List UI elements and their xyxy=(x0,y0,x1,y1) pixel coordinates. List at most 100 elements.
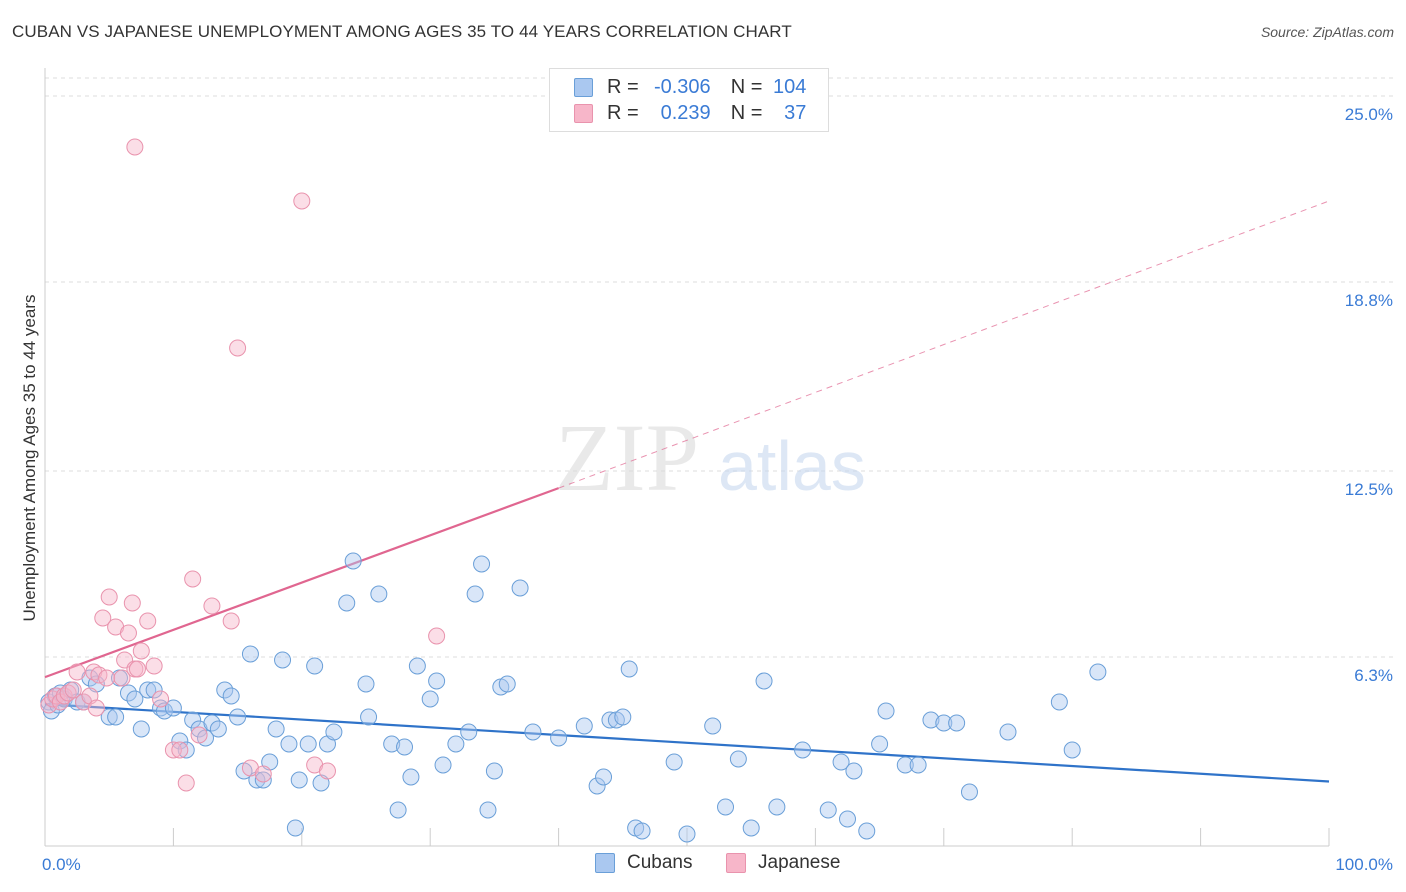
trendlines xyxy=(44,200,1330,783)
chart-title: CUBAN VS JAPANESE UNEMPLOYMENT AMONG AGE… xyxy=(12,22,792,41)
cubans-point xyxy=(498,675,516,693)
japanese-point xyxy=(64,681,82,699)
cubans-point xyxy=(704,717,722,735)
axes xyxy=(44,68,1330,847)
watermark: ZIP atlas xyxy=(555,404,866,511)
cubans-point xyxy=(948,714,966,732)
japanese-legend-swatch xyxy=(726,853,746,873)
cubans-point xyxy=(126,690,144,708)
cubans-points xyxy=(40,552,1107,843)
japanese-point xyxy=(203,597,221,615)
y-tick-label: 18.8% xyxy=(1345,291,1393,310)
cubans-point xyxy=(274,651,292,669)
x-tick-label-end: 100.0% xyxy=(1335,855,1393,874)
cubans-point xyxy=(588,777,606,795)
japanese-point xyxy=(184,570,202,588)
cubans-point xyxy=(306,657,324,675)
cubans-point xyxy=(299,735,317,753)
japanese-point xyxy=(145,657,163,675)
legend-n-label: N = xyxy=(730,75,763,98)
y-axis-label: Unemployment Among Ages 35 to 44 years xyxy=(20,294,39,622)
cubans-point xyxy=(595,768,613,786)
japanese-point xyxy=(119,624,137,642)
japanese-point xyxy=(229,339,247,357)
tick-labels: 6.3% 12.5% 18.8% 25.0% 0.0% 100.0% xyxy=(42,105,1393,874)
cubans-point xyxy=(229,708,247,726)
japanese-point xyxy=(171,741,189,759)
cubans-point xyxy=(290,771,308,789)
cubans-point xyxy=(858,822,876,840)
japanese-point xyxy=(59,684,77,702)
source-credit: Source: ZipAtlas.com xyxy=(1260,24,1394,40)
japanese-point xyxy=(94,609,112,627)
cubans-point xyxy=(877,702,895,720)
y-tick-label: 12.5% xyxy=(1345,480,1393,499)
cubans-point xyxy=(839,810,856,828)
grid-lines xyxy=(45,77,1395,658)
cubans-point xyxy=(614,708,632,726)
japanese-legend-label: Japanese xyxy=(758,852,841,873)
bottom-legend-japanese: Japanese xyxy=(726,852,840,874)
cubans-point xyxy=(896,756,914,774)
japanese-point xyxy=(254,765,272,783)
cubans-point xyxy=(845,762,863,780)
cubans-trendline xyxy=(44,703,1330,783)
cubans-point xyxy=(460,723,478,741)
cubans-point xyxy=(184,711,202,729)
bottom-legend-cubans: Cubans xyxy=(595,852,693,874)
cubans-point xyxy=(203,714,221,732)
cubans-point xyxy=(742,819,760,837)
japanese-points xyxy=(40,138,446,792)
japanese-point xyxy=(177,774,195,792)
cubans-point xyxy=(935,714,953,732)
japanese-point xyxy=(152,690,170,708)
cubans-point xyxy=(768,798,786,816)
japanese-point xyxy=(100,588,118,606)
cubans-point xyxy=(396,738,414,756)
cubans-point xyxy=(755,672,773,690)
japanese-point xyxy=(98,669,116,687)
cubans-point xyxy=(383,735,401,753)
cubans-point xyxy=(511,579,529,597)
cubans-point xyxy=(922,711,940,729)
cubans-point xyxy=(370,585,388,603)
cubans-point xyxy=(402,768,420,786)
cubans-point xyxy=(575,717,593,735)
cubans-point xyxy=(524,723,542,741)
cubans-point xyxy=(360,708,378,726)
cubans-point xyxy=(107,708,125,726)
cubans-point xyxy=(216,681,234,699)
japanese-trendline-extension xyxy=(558,200,1330,489)
cubans-point xyxy=(434,756,452,774)
cubans-point xyxy=(909,756,927,774)
japanese-swatch xyxy=(574,103,593,123)
japanese-point xyxy=(113,669,131,687)
japanese-point xyxy=(428,627,446,645)
japanese-point xyxy=(293,192,311,210)
legend-row-japanese: R = 0.239 N = 37 xyxy=(574,100,806,126)
cubans-point xyxy=(222,687,240,705)
japanese-point xyxy=(68,663,86,681)
cubans-point xyxy=(620,660,638,678)
watermark-atlas: atlas xyxy=(718,427,866,505)
cubans-point xyxy=(325,723,343,741)
cubans-point xyxy=(832,753,850,771)
cubans-point xyxy=(344,552,362,570)
cubans-point xyxy=(729,750,747,768)
legend-r-value: 0.239 xyxy=(660,101,711,124)
cubans-point xyxy=(479,801,497,819)
japanese-point xyxy=(132,642,150,660)
cubans-point xyxy=(338,594,356,612)
japanese-point xyxy=(318,762,336,780)
cubans-legend-label: Cubans xyxy=(627,852,693,873)
cubans-swatch xyxy=(574,77,593,97)
cubans-point xyxy=(447,735,465,753)
cubans-point xyxy=(119,684,137,702)
cubans-point xyxy=(601,711,619,729)
legend-r-value: -0.306 xyxy=(653,75,711,98)
legend-n-label: N = xyxy=(730,101,763,124)
cubans-point xyxy=(960,783,978,801)
cubans-point xyxy=(550,729,568,747)
cubans-point xyxy=(209,720,227,738)
